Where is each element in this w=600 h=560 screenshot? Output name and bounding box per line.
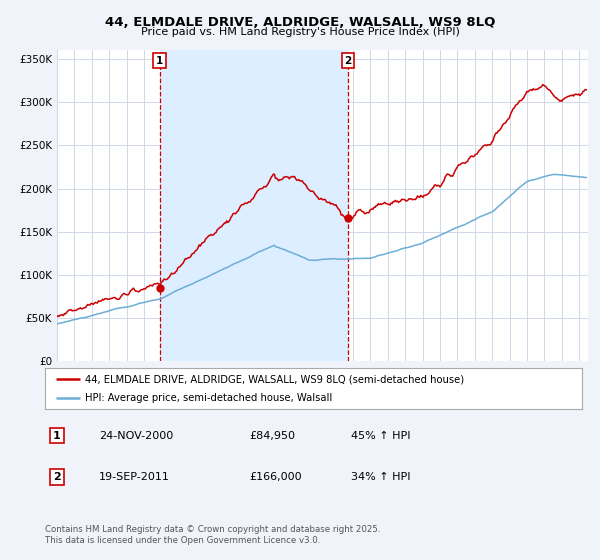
Text: £166,000: £166,000 xyxy=(249,472,302,482)
Text: 1: 1 xyxy=(156,56,163,66)
Text: HPI: Average price, semi-detached house, Walsall: HPI: Average price, semi-detached house,… xyxy=(85,393,332,403)
Text: 34% ↑ HPI: 34% ↑ HPI xyxy=(351,472,410,482)
Text: 45% ↑ HPI: 45% ↑ HPI xyxy=(351,431,410,441)
Text: 44, ELMDALE DRIVE, ALDRIDGE, WALSALL, WS9 8LQ (semi-detached house): 44, ELMDALE DRIVE, ALDRIDGE, WALSALL, WS… xyxy=(85,375,464,384)
Text: 24-NOV-2000: 24-NOV-2000 xyxy=(98,431,173,441)
Text: 1: 1 xyxy=(53,431,61,441)
Text: 2: 2 xyxy=(53,472,61,482)
Text: 19-SEP-2011: 19-SEP-2011 xyxy=(98,472,170,482)
Text: Price paid vs. HM Land Registry's House Price Index (HPI): Price paid vs. HM Land Registry's House … xyxy=(140,27,460,38)
Text: £84,950: £84,950 xyxy=(249,431,295,441)
Text: Contains HM Land Registry data © Crown copyright and database right 2025.
This d: Contains HM Land Registry data © Crown c… xyxy=(45,525,380,545)
Text: 44, ELMDALE DRIVE, ALDRIDGE, WALSALL, WS9 8LQ: 44, ELMDALE DRIVE, ALDRIDGE, WALSALL, WS… xyxy=(105,16,495,29)
Text: 2: 2 xyxy=(344,56,352,66)
Bar xyxy=(160,50,348,361)
